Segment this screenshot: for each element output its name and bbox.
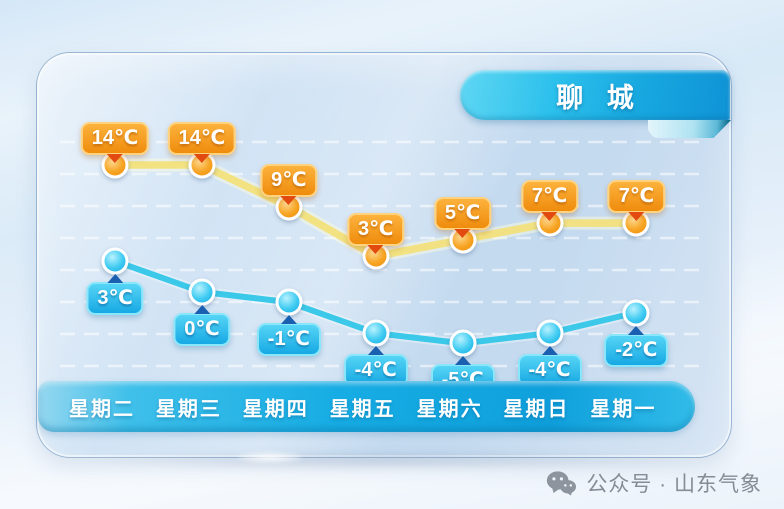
- city-title: 聊 城: [556, 82, 642, 113]
- footer-source-label: 公众号 · 山东气象: [586, 473, 762, 496]
- weekday-label: 星期四: [242, 398, 309, 420]
- weekday-label: 星期一: [590, 398, 657, 420]
- ribbon-fold: [648, 120, 731, 138]
- high-temp-line: [111, 161, 641, 261]
- weekday-label: 星期六: [416, 398, 483, 420]
- weekday-label: 星期五: [329, 398, 396, 420]
- weekday-label: 星期二: [69, 398, 135, 420]
- footer-credit: 公众号 · 山东气象: [546, 468, 762, 498]
- weekday-label: 星期三: [155, 398, 222, 420]
- weekday-label: 星期日: [503, 398, 570, 420]
- weekday-axis: 星期二 星期三 星期四 星期五 星期六 星期日 星期一: [38, 381, 695, 432]
- city-ribbon: 聊 城: [460, 70, 730, 120]
- wechat-icon: [547, 471, 577, 496]
- high-temp-line-glow: [108, 158, 643, 263]
